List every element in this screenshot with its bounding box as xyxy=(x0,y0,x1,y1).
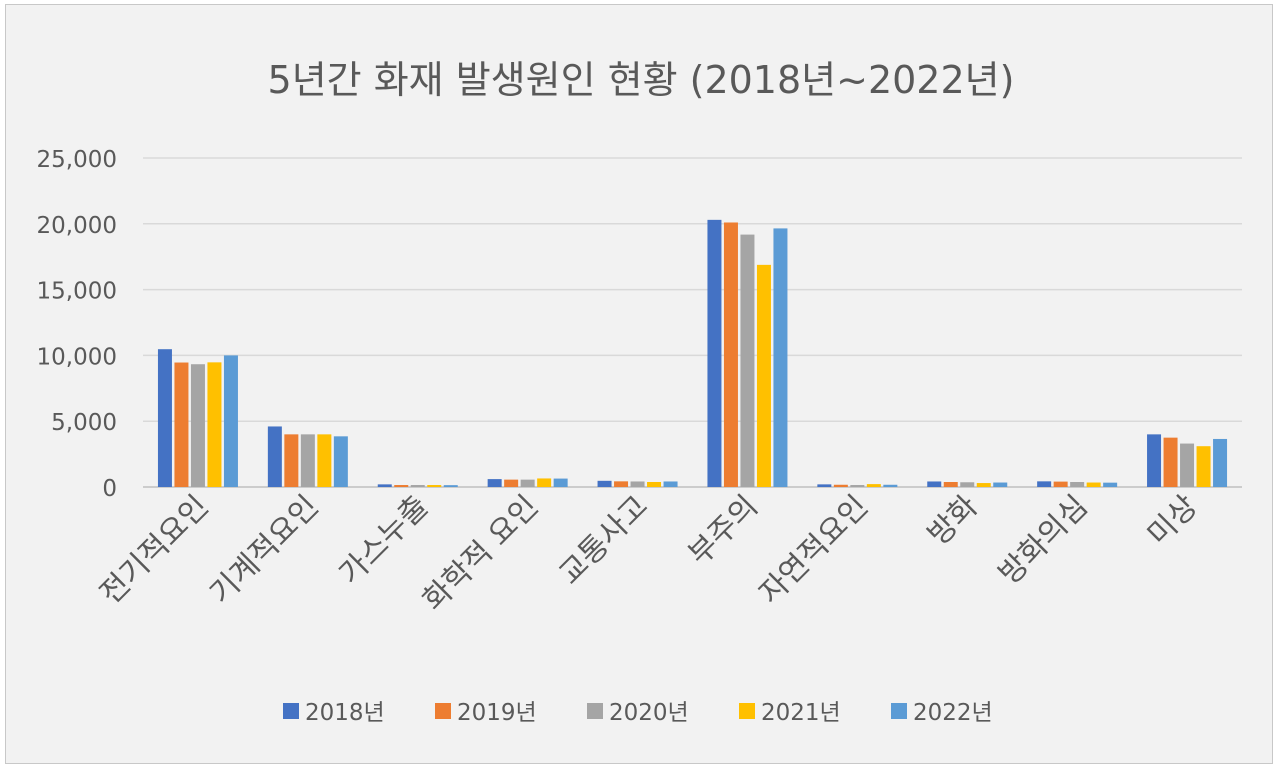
bar xyxy=(756,264,771,487)
bar xyxy=(333,436,348,487)
x-tick-label: 방화의심 xyxy=(992,489,1095,592)
bar xyxy=(504,479,519,487)
bar xyxy=(1037,481,1052,487)
bar xyxy=(394,485,409,487)
bar xyxy=(866,484,881,487)
bar xyxy=(1147,434,1162,487)
y-tick-label: 20,000 xyxy=(37,213,117,239)
bar xyxy=(707,219,722,488)
x-tick-label: 미상 xyxy=(1141,489,1205,553)
legend: 2018년 2019년 2020년 2021년 2022년 xyxy=(283,700,993,726)
bar xyxy=(207,362,222,487)
y-axis: 0 5,000 10,000 15,000 20,000 25,000 xyxy=(37,147,117,502)
bar xyxy=(487,479,502,487)
bar xyxy=(993,482,1008,487)
x-tick-label: 방화 xyxy=(921,489,985,553)
legend-label: 2020년 xyxy=(609,700,689,726)
bar xyxy=(1053,481,1068,487)
x-tick-label: 자연적요인 xyxy=(753,489,875,611)
bar xyxy=(267,426,282,487)
y-tick-label: 25,000 xyxy=(37,147,117,173)
bar xyxy=(1163,437,1178,487)
bar xyxy=(614,481,629,487)
x-tick-label: 가스누출 xyxy=(333,489,436,592)
bar xyxy=(443,485,458,487)
legend-swatch xyxy=(587,703,603,719)
bar xyxy=(883,484,898,487)
y-tick-label: 15,000 xyxy=(37,279,117,305)
legend-label: 2018년 xyxy=(305,700,385,726)
bar xyxy=(817,484,832,487)
bar xyxy=(223,355,238,487)
y-tick-label: 5,000 xyxy=(51,410,117,436)
legend-label: 2022년 xyxy=(913,700,993,726)
bar xyxy=(740,234,755,487)
bar xyxy=(1086,482,1101,487)
bar xyxy=(1103,482,1118,487)
legend-swatch xyxy=(435,703,451,719)
bar xyxy=(537,478,552,487)
x-tick-label: 교통사고 xyxy=(552,489,655,592)
legend-label: 2021년 xyxy=(761,700,841,726)
bar xyxy=(833,484,848,487)
bar xyxy=(976,483,991,487)
bar xyxy=(630,481,645,487)
legend-label: 2019년 xyxy=(457,700,537,726)
bar xyxy=(663,481,678,487)
bar xyxy=(157,349,172,487)
bar xyxy=(427,485,442,487)
bar xyxy=(553,478,568,487)
bar xyxy=(1213,438,1228,487)
bar xyxy=(190,364,205,487)
y-tick-label: 0 xyxy=(102,476,117,502)
bar xyxy=(377,484,392,487)
bar xyxy=(773,228,788,487)
bar xyxy=(1070,481,1085,487)
bar xyxy=(1196,446,1211,487)
bar xyxy=(284,434,299,487)
x-tick-label: 전기적요인 xyxy=(93,489,215,611)
bar xyxy=(927,481,942,487)
legend-swatch xyxy=(739,703,755,719)
bar xyxy=(723,222,738,487)
legend-swatch xyxy=(283,703,299,719)
bar xyxy=(300,434,315,487)
bar xyxy=(943,481,958,487)
y-tick-label: 10,000 xyxy=(37,344,117,370)
bar xyxy=(960,482,975,487)
bar xyxy=(410,485,425,487)
bar xyxy=(520,479,535,487)
bar xyxy=(317,434,332,487)
bar xyxy=(1180,443,1195,487)
x-tick-label: 화학적 요인 xyxy=(416,489,545,618)
x-tick-label: 기계적요인 xyxy=(203,489,325,611)
x-tick-label: 부주의 xyxy=(682,489,765,572)
chart-title: 5년간 화재 발생원인 현황 (2018년~2022년) xyxy=(268,58,1015,102)
bars xyxy=(157,219,1228,488)
bar xyxy=(647,481,662,487)
bar xyxy=(597,480,612,487)
legend-swatch xyxy=(891,703,907,719)
bar xyxy=(850,485,865,487)
bar xyxy=(174,362,189,487)
